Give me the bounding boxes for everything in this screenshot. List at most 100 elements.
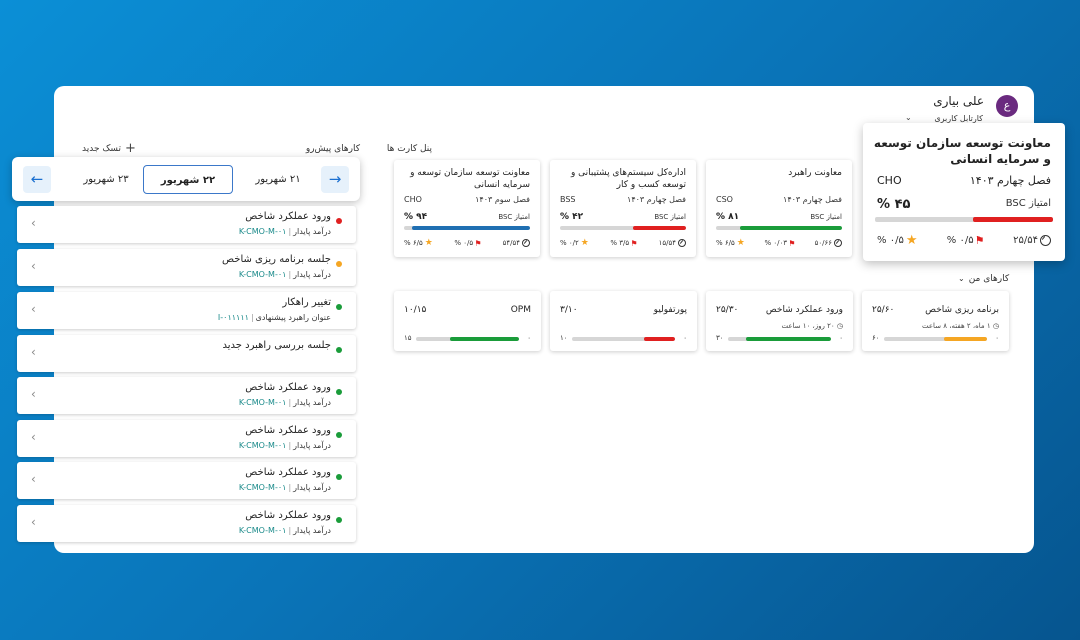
avatar[interactable]: ع	[996, 95, 1018, 117]
task-card-title: OPM	[510, 305, 531, 315]
task-card-title: ورود عملکرد شاخص	[765, 305, 843, 315]
task-row[interactable]: ورود عملکرد شاخص درآمد پایدار|K-CMO-M-۰۱ ‹	[17, 505, 356, 542]
task-title: جلسه برنامه ریزی شاخص	[222, 254, 331, 265]
flag-stat: ⚑ ۰/۰۳ %	[764, 239, 795, 248]
arrow-left-icon: ←	[30, 170, 44, 188]
card-season: فصل چهارم ۱۴۰۳	[627, 195, 686, 204]
task-row[interactable]: تغییر راهکار عنوان راهبرد پیشنهادی|I-۰۱۱۱…	[17, 292, 356, 329]
range-max: ۰	[995, 334, 999, 342]
gauge-icon	[834, 239, 842, 247]
kpi-card[interactable]: اداره‌کل سیستم‌های پشتیبانی و توسعه کسب …	[550, 160, 696, 257]
star-icon: ★	[580, 238, 589, 248]
date-item[interactable]: ۲۳ شهریور	[83, 174, 129, 185]
flag-icon: ⚑	[789, 238, 795, 248]
card-progress-fill	[633, 226, 686, 230]
task-card-note: ◷ ۲۰ روز، ۱۰ ساعت	[781, 322, 843, 330]
task-title: جلسه بررسی راهبرد جدید	[222, 340, 332, 351]
card-progress-fill	[739, 226, 842, 230]
status-dot	[336, 304, 342, 310]
task-title: ورود عملکرد شاخص	[245, 425, 331, 436]
clock-icon: ◷	[834, 322, 843, 330]
card-progress-fill	[411, 226, 530, 230]
status-dot	[336, 261, 342, 267]
my-task-card[interactable]: پورتفولیو ۳/۱۰ ۰ ۱۰	[550, 291, 697, 351]
task-row[interactable]: جلسه بررسی راهبرد جدید ‹	[17, 335, 356, 372]
range-min: ۱۵	[404, 334, 412, 342]
star-icon: ★	[736, 238, 745, 248]
star-value: ۶/۵ %	[404, 239, 423, 247]
user-role-label: کارتابل کاربری	[934, 114, 983, 123]
featured-card[interactable]: معاونت توسعه سازمان توسعه و سرمایه انسان…	[863, 123, 1065, 261]
status-dot	[336, 432, 342, 438]
task-title: ورود عملکرد شاخص	[245, 510, 331, 521]
my-tasks-toggle[interactable]: کارهای من⌄	[958, 274, 1009, 284]
task-progress-bar	[884, 337, 987, 341]
separator: |	[288, 270, 292, 279]
task-progress-fill	[943, 337, 987, 341]
card-title: معاونت توسعه سازمان توسعه و سرمایه انسان…	[873, 136, 1051, 166]
task-category: درآمد پایدار	[293, 270, 331, 279]
new-task-button[interactable]: + تسک جدید	[82, 142, 136, 155]
task-category: درآمد پایدار	[293, 227, 331, 236]
range-max: ۰	[839, 334, 843, 342]
task-category: عنوان راهبرد پیشنهادی	[255, 313, 331, 322]
separator: |	[250, 313, 254, 322]
task-category: درآمد پایدار	[293, 483, 331, 492]
separator: |	[288, 398, 292, 407]
task-row[interactable]: جلسه برنامه ریزی شاخص درآمد پایدار|K-CMO-…	[17, 249, 356, 286]
my-task-card[interactable]: OPM ۱۰/۱۵ ۰ ۱۵	[394, 291, 541, 351]
kpi-card[interactable]: معاونت راهبرد فصل چهارم ۱۴۰۳ CSO امتیاز BSC…	[706, 160, 852, 257]
task-row[interactable]: ورود عملکرد شاخص درآمد پایدار|K-CMO-M-۰۱ ‹	[17, 420, 356, 457]
date-selector: ← ۲۳ شهریور ۲۲ شهریور ۲۱ شهریور →	[12, 157, 360, 201]
star-value: ۰/۲ %	[560, 239, 579, 247]
status-dot	[336, 389, 342, 395]
note-text: ۲۰ روز، ۱۰ ساعت	[781, 322, 835, 330]
my-task-card[interactable]: برنامه ریزی شاخص ۲۵/۶۰ ◷ ۱ ماه، ۲ هفته، ۸ …	[862, 291, 1009, 351]
gauge-stat: ۵۰/۶۶	[815, 239, 842, 247]
card-stats: ۱۵/۵۴ ⚑ ۳/۵ % ★ ۰/۲ %	[560, 238, 686, 248]
card-progress-fill	[972, 217, 1053, 222]
user-name: علی بیاری	[933, 94, 984, 108]
gauge-stat: ۵۴/۵۴	[503, 239, 530, 247]
task-subtitle: درآمد پایدار|K-CMO-M-۰۱	[239, 270, 331, 279]
task-title: ورود عملکرد شاخص	[245, 467, 331, 478]
task-row[interactable]: ورود عملکرد شاخص درآمد پایدار|K-CMO-M-۰۱ ‹	[17, 377, 356, 414]
task-code: K-CMO-M-۰۱	[238, 398, 287, 407]
kpi-card[interactable]: معاونت توسعه سازمان توسعه و سرمایه انسان…	[394, 160, 540, 257]
task-title: تغییر راهکار	[282, 297, 331, 308]
card-code: BSS	[560, 195, 576, 204]
card-title: معاونت راهبرد	[788, 168, 842, 178]
chevron-left-icon: ‹	[31, 259, 36, 273]
chevron-left-icon: ‹	[31, 345, 36, 359]
date-item-active[interactable]: ۲۲ شهریور	[143, 165, 233, 194]
user-role-dropdown[interactable]: ⌄ کارتابل کاربری	[905, 113, 983, 123]
prev-date-button[interactable]: ←	[23, 166, 51, 193]
card-title: معاونت توسعه سازمان توسعه و سرمایه انسان…	[410, 168, 530, 190]
task-progress-bar	[572, 337, 675, 341]
task-card-title: پورتفولیو	[653, 305, 687, 315]
card-code: CSO	[716, 195, 733, 204]
task-card-note: ◷ ۱ ماه، ۲ هفته، ۸ ساعت	[922, 322, 999, 330]
next-date-button[interactable]: →	[321, 166, 349, 193]
task-code: I-۰۱۱۱۱۱	[217, 313, 249, 322]
star-icon: ★	[424, 238, 433, 248]
card-percent: ۴۲ %	[560, 212, 584, 222]
card-bsc-label: امتیاز BSC	[810, 213, 842, 221]
star-stat: ★ ۰/۲ %	[560, 238, 589, 248]
my-task-card[interactable]: ورود عملکرد شاخص ۲۵/۳۰ ◷ ۲۰ روز، ۱۰ ساعت ۰ ۳…	[706, 291, 853, 351]
flag-icon: ⚑	[975, 234, 984, 247]
cards-panel-title: پنل کارت ها	[386, 144, 432, 154]
card-percent: ۹۴ %	[404, 212, 428, 222]
task-card-title: برنامه ریزی شاخص	[925, 305, 999, 315]
star-icon: ★	[905, 233, 918, 248]
task-row[interactable]: ورود عملکرد شاخص درآمد پایدار|K-CMO-M-۰۱ ‹	[17, 462, 356, 499]
task-row[interactable]: ورود عملکرد شاخص درآمد پایدار|K-CMO-M-۰۱ ‹	[17, 206, 356, 243]
date-item[interactable]: ۲۱ شهریور	[255, 174, 301, 185]
card-code: CHO	[404, 195, 422, 204]
flag-stat: ⚑ ۳/۵ %	[610, 239, 637, 248]
flag-value: ۰/۰۳ %	[764, 239, 787, 247]
range-max: ۰	[683, 334, 687, 342]
task-card-ratio: ۱۰/۱۵	[404, 305, 427, 315]
range-min: ۳۰	[716, 334, 724, 342]
card-season: فصل چهارم ۱۴۰۳	[783, 195, 842, 204]
